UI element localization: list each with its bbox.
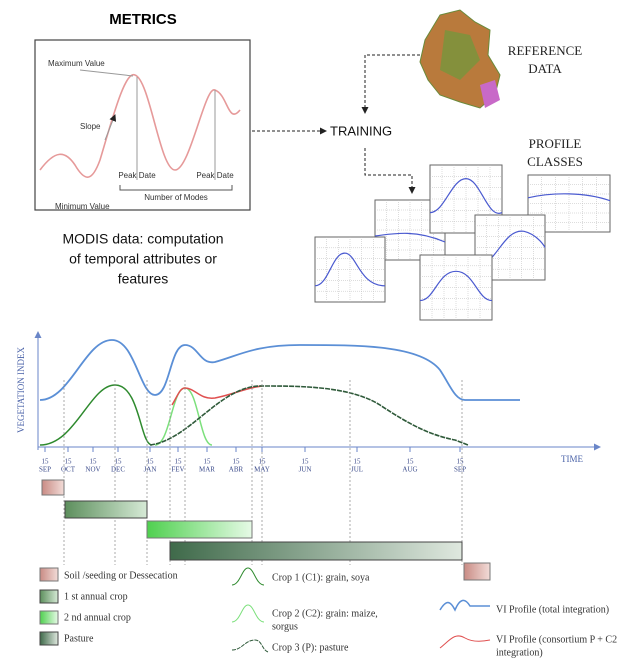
tick-day: 15: [233, 458, 241, 466]
tick-month: MAR: [199, 466, 215, 474]
crop2-bar: [147, 521, 252, 538]
caption: MODIS data: computation: [62, 231, 223, 247]
tick-day: 15: [175, 458, 183, 466]
tick-day: 15: [65, 458, 73, 466]
tick-day: 15: [302, 458, 310, 466]
legend-curve: [440, 600, 490, 610]
legend-curve: [232, 605, 264, 622]
tick-month: DEC: [111, 466, 125, 474]
legend-label: integration): [496, 647, 543, 658]
label: Peak Date: [196, 171, 234, 180]
tick-month: FEV: [171, 466, 184, 474]
caption: features: [118, 271, 169, 287]
label: Slope: [80, 122, 101, 131]
pasture-bar: [170, 542, 462, 560]
legend-curve: [232, 568, 264, 585]
legend-label: Crop 3 (P): pasture: [272, 642, 349, 653]
reference-label: DATA: [528, 61, 562, 76]
legend-swatch: [40, 568, 58, 581]
tick-month: JUL: [351, 466, 363, 474]
legend-label: Soil /seeding or Dessecation: [64, 570, 178, 581]
soil-bar: [464, 563, 490, 580]
tick-month: JAN: [144, 466, 157, 474]
label: Number of Modes: [144, 193, 208, 202]
legend-curve: [232, 640, 268, 652]
tick-month: SEP: [454, 466, 466, 474]
arrow: [365, 55, 420, 113]
profile-label: PROFILE: [529, 136, 582, 151]
label: Peak Date: [118, 171, 156, 180]
tick-month: MAY: [254, 466, 270, 474]
tick-day: 15: [42, 458, 50, 466]
profile-thumbnails: [315, 165, 610, 320]
tick-day: 15: [354, 458, 362, 466]
tick-month: OCT: [61, 466, 76, 474]
tick-day: 15: [90, 458, 98, 466]
legend-label: Crop 2 (C2): grain: maize,: [272, 608, 378, 619]
tick-day: 15: [259, 458, 267, 466]
legend-label: VI Profile (total integration): [496, 604, 609, 615]
x-axis-label: TIME: [561, 454, 583, 464]
time-ticks: 15SEP15OCT15NOV15DEC15JAN15FEV15MAR15ABR…: [39, 380, 466, 565]
tick-day: 15: [407, 458, 415, 466]
legend-label: Pasture: [64, 633, 94, 644]
vi-consortium-curve: [172, 386, 262, 405]
legend-swatch: [40, 632, 58, 645]
legend-swatch: [40, 590, 58, 603]
tick-day: 15: [457, 458, 465, 466]
reference-label: REFERENCE: [508, 43, 582, 58]
legend-label: sorgus: [272, 621, 298, 632]
tick-day: 15: [115, 458, 123, 466]
pasture-curve: [150, 386, 468, 445]
tick-month: NOV: [85, 466, 100, 474]
metrics-title: METRICS: [109, 11, 177, 28]
arrow: [365, 148, 412, 193]
tick-month: AUG: [402, 466, 417, 474]
label: Minimum Value: [55, 202, 110, 211]
legend-label: 1 st annual crop: [64, 591, 128, 602]
tick-month: ABR: [229, 466, 244, 474]
legend-label: 2 nd annual crop: [64, 612, 131, 623]
legend-curve: [440, 636, 490, 648]
legend-swatch: [40, 611, 58, 624]
legend-label: VI Profile (consortium P + C2: [496, 634, 617, 645]
legend-label: Crop 1 (C1): grain, soya: [272, 572, 370, 583]
y-axis-label: VEGETATION INDEX: [16, 346, 26, 433]
soil-bar: [42, 480, 64, 495]
tick-day: 15: [204, 458, 212, 466]
vi-total-curve: [40, 340, 520, 400]
crop1-bar: [65, 501, 147, 518]
tick-month: SEP: [39, 466, 51, 474]
profile-label: CLASSES: [527, 154, 583, 169]
tick-month: JUN: [299, 466, 312, 474]
caption: of temporal attributes or: [69, 251, 217, 267]
diagram: METRICS Maximum Value Slope Minimum Valu…: [0, 0, 631, 662]
label: Maximum Value: [48, 59, 105, 68]
training: TRAINING: [330, 123, 392, 138]
tick-day: 15: [147, 458, 155, 466]
